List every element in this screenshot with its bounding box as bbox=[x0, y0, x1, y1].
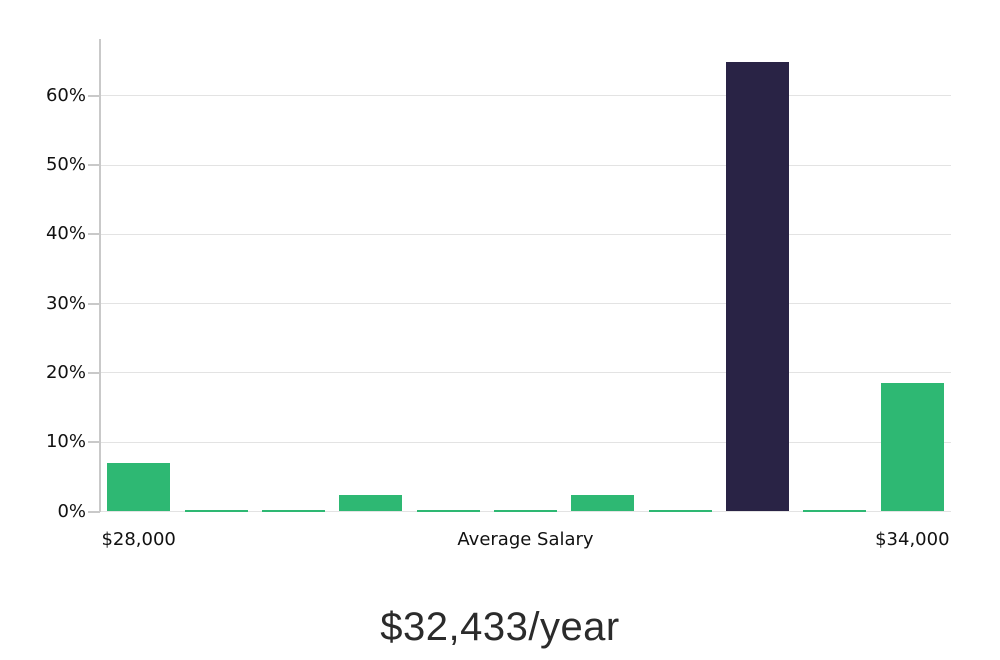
y-tick-label: 50% bbox=[45, 154, 86, 175]
x-tick-label: $34,000 bbox=[875, 529, 950, 550]
x-tick-label: $28,000 bbox=[101, 529, 176, 550]
bar bbox=[184, 509, 248, 512]
y-tick-label: 20% bbox=[45, 361, 86, 383]
bar bbox=[803, 509, 867, 512]
y-tick-label: 60% bbox=[45, 84, 86, 106]
y-axis-tick bbox=[88, 510, 100, 513]
bar bbox=[261, 509, 325, 512]
average-salary-value: $32,433/year bbox=[380, 605, 620, 649]
salary-distribution-chart: 0% 10% 20% 30% 40% 50% 60% $28,000 Average Salar… bbox=[45, 39, 951, 550]
y-tick-label: 30% bbox=[45, 292, 86, 314]
gridline bbox=[100, 233, 951, 235]
bar bbox=[571, 494, 635, 512]
y-tick-label: 0% bbox=[57, 500, 86, 522]
bar bbox=[880, 383, 944, 512]
y-tick-label: 10% bbox=[45, 431, 86, 453]
bar bbox=[107, 462, 171, 512]
bar bbox=[339, 494, 403, 512]
y-axis-tick bbox=[88, 233, 100, 236]
gridline bbox=[100, 303, 951, 305]
bar bbox=[648, 509, 712, 512]
bar bbox=[494, 509, 557, 512]
y-tick-label: 40% bbox=[45, 223, 86, 245]
gridline bbox=[100, 164, 951, 166]
gridline bbox=[100, 511, 951, 512]
y-axis-tick bbox=[88, 371, 100, 374]
bar bbox=[416, 509, 480, 512]
x-tick-label: Average Salary bbox=[457, 529, 594, 550]
y-axis-tick bbox=[88, 302, 100, 305]
y-axis-line bbox=[99, 39, 101, 512]
gridline bbox=[100, 95, 951, 97]
gridline bbox=[100, 441, 951, 443]
y-axis-tick bbox=[88, 164, 100, 166]
bar-highlighted bbox=[726, 62, 790, 512]
y-axis-tick bbox=[88, 441, 100, 444]
y-axis-tick bbox=[88, 94, 100, 97]
gridline bbox=[100, 372, 951, 374]
